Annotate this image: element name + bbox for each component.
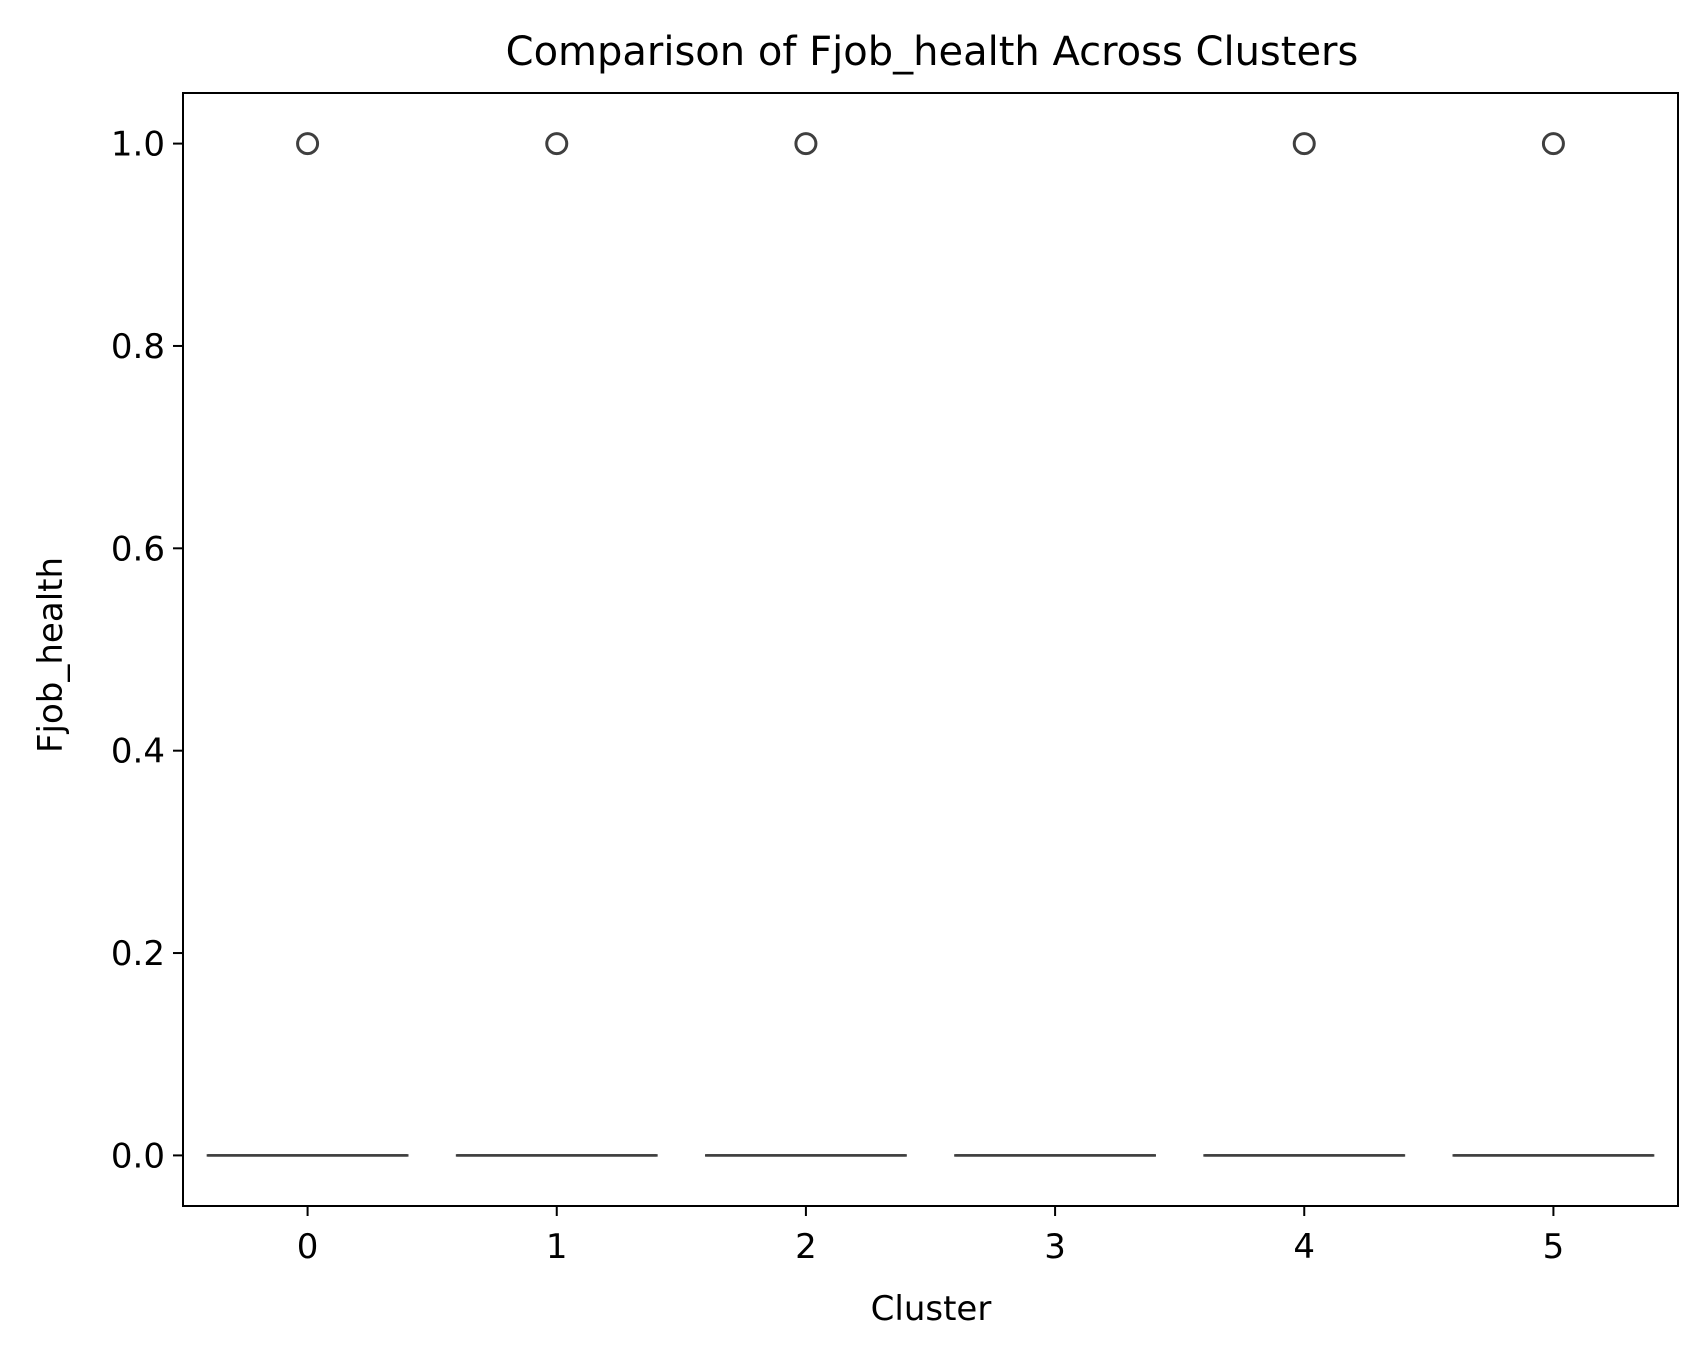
outlier-point — [1292, 132, 1316, 156]
outlier-point — [1541, 132, 1565, 156]
x-tick-label: 5 — [1543, 1227, 1565, 1267]
outlier-point — [545, 132, 569, 156]
box-cluster-0 — [206, 132, 409, 1157]
y-tick-label: 0.6 — [111, 529, 165, 569]
y-axis-label: Fjob_health — [31, 557, 71, 753]
x-tick-label: 4 — [1293, 1227, 1315, 1267]
outlier-point — [794, 132, 818, 156]
x-tick-label: 1 — [546, 1227, 568, 1267]
box-cluster-1 — [455, 132, 658, 1157]
x-axis: 0 1 2 3 4 5 — [297, 1206, 1564, 1267]
y-tick-label: 0.4 — [111, 732, 165, 772]
chart-title: Comparison of Fjob_health Across Cluster… — [506, 29, 1359, 75]
x-tick-label: 0 — [297, 1227, 319, 1267]
box-series — [206, 132, 1655, 1157]
x-tick-label: 3 — [1044, 1227, 1066, 1267]
y-tick-label: 0.0 — [111, 1136, 165, 1176]
plot-area — [182, 92, 1679, 1207]
y-tick-label: 0.2 — [111, 934, 165, 974]
x-axis-label: Cluster — [871, 1289, 992, 1329]
outlier-point — [296, 132, 320, 156]
y-tick-label: 0.8 — [111, 327, 165, 367]
box-cluster-4 — [1203, 132, 1406, 1157]
y-tick-label: 1.0 — [111, 125, 165, 165]
box-cluster-2 — [705, 132, 907, 1157]
x-tick-label: 2 — [795, 1227, 817, 1267]
y-axis: 0.0 0.2 0.4 0.6 0.8 1.0 — [111, 125, 183, 1176]
box-cluster-5 — [1452, 132, 1655, 1157]
